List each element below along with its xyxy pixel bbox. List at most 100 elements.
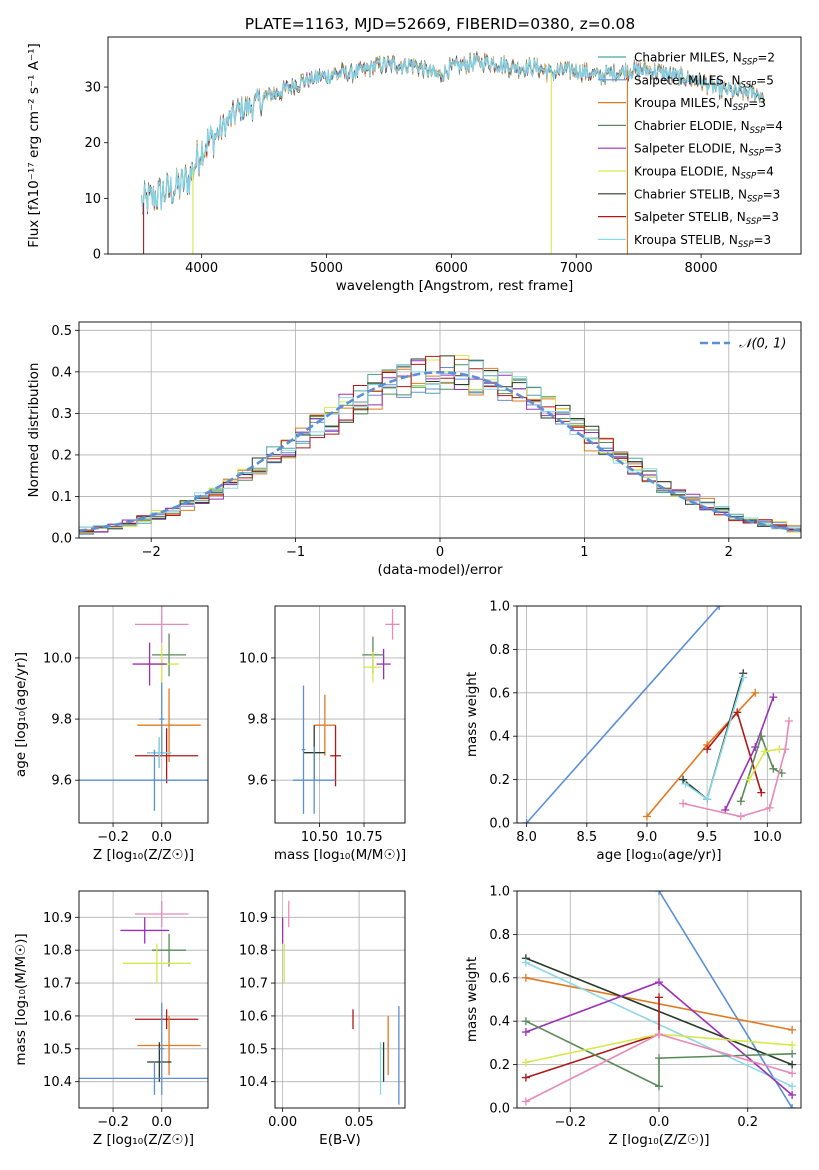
- x-tick-label: 0.2: [737, 1115, 758, 1130]
- axes-frame: [274, 890, 406, 1109]
- axes: 0.00 0.05 10.4 10.5 10.6 10.7 10.8 10.9 E(B-V): [239, 890, 406, 1148]
- x-tick-label: 8.0: [516, 830, 537, 845]
- y-axis-label: mass weight: [464, 672, 480, 757]
- x-tick-label: 5000: [310, 261, 343, 276]
- weight-marker: [703, 795, 712, 804]
- axes: 8.0 8.5 9.0 9.5 10.0 0.0 0.2 0.4 0.6 0.8 1.0 age [l…: [464, 600, 802, 863]
- panel-age-vs-Z: −0.2 0.0 9.6 9.8 10.0 Z [log₁₀(Z/Z☉)] age [log…: [13, 605, 209, 863]
- weight-marker: [655, 993, 663, 1002]
- axes-frame: [107, 36, 802, 255]
- y-axis-label: Flux [fλ10⁻¹⁷ erg cm⁻² s⁻¹ A⁻¹]: [26, 43, 42, 248]
- errorbar-point: [152, 633, 187, 677]
- plot-area: [79, 606, 208, 811]
- errorbar-point: [137, 1015, 201, 1076]
- weight-line: [658, 891, 793, 1108]
- x-tick-label: −0.2: [97, 1115, 129, 1130]
- plot-area: [292, 609, 400, 814]
- grid: [275, 606, 405, 823]
- legend-entry: 𝒩(0, 1): [739, 337, 786, 352]
- y-tick-label: 10.0: [239, 651, 268, 666]
- plot-area: [522, 606, 793, 823]
- y-tick-label: 0.5: [51, 324, 72, 339]
- plot-area: [141, 51, 764, 254]
- panel-massweight-vs-age: 8.0 8.5 9.0 9.5 10.0 0.0 0.2 0.4 0.6 0.8 1.0 age [l…: [464, 600, 802, 863]
- y-tick-label: 30: [84, 81, 101, 96]
- spectrum-line-kroupa-stelib: [141, 54, 764, 212]
- panel-mass-vs-Z: −0.2 0.0 10.4 10.5 10.6 10.7 10.8 10.9 Z [log₁₀(…: [13, 890, 209, 1148]
- y-tick-label: 10.5: [43, 1042, 72, 1057]
- panel-spectrum: 4000 5000 6000 7000 8000 0 10 20 30 wavelength [A…: [26, 36, 802, 294]
- plot-area: [521, 891, 797, 1108]
- y-tick-label: 0.6: [489, 686, 510, 701]
- weight-marker: [769, 693, 778, 702]
- y-tick-label: 9.6: [247, 774, 268, 789]
- y-tick-label: 0.4: [489, 1015, 510, 1030]
- weight-line: [685, 677, 744, 801]
- y-tick-label: 0.6: [489, 971, 510, 986]
- errorbar-point: [292, 746, 336, 814]
- axes-frame: [516, 605, 802, 824]
- y-tick-label: 10.9: [43, 911, 72, 926]
- weight-marker: [765, 803, 774, 812]
- y-tick-label: 10.7: [43, 977, 72, 992]
- weight-marker: [788, 1041, 797, 1050]
- weight-line: [525, 997, 660, 1079]
- legend-entry: Salpeter STELIB, NSSP=3: [634, 210, 779, 227]
- y-tick-label: 10: [84, 192, 101, 207]
- weight-marker: [655, 891, 663, 895]
- errorbar-point: [364, 651, 382, 683]
- x-tick-label: 0.00: [268, 1115, 297, 1130]
- grid: [79, 891, 208, 1108]
- errorbar-point: [385, 609, 400, 640]
- weight-marker: [736, 797, 745, 806]
- panel-age-vs-mass: 10.50 10.75 9.6 9.8 10.0 mass [log₁₀(M/M☉)]: [239, 605, 406, 863]
- y-tick-label: 10.0: [43, 651, 72, 666]
- y-tick-label: 0.8: [489, 643, 510, 658]
- y-axis-label: mass [log₁₀(M/M☉)]: [13, 933, 29, 1065]
- weight-marker: [679, 799, 688, 808]
- axes-frame: [78, 321, 802, 539]
- y-axis-label: Normed distribution: [26, 363, 42, 498]
- y-tick-label: 10.5: [239, 1042, 268, 1057]
- errorbar-point: [301, 685, 306, 814]
- x-axis-label: (data-model)/error: [377, 562, 503, 578]
- weight-marker: [655, 1082, 663, 1091]
- x-tick-label: −0.2: [554, 1115, 586, 1130]
- errorbar-point: [79, 1061, 208, 1095]
- x-tick-label: 10.0: [753, 830, 782, 845]
- weight-marker: [642, 812, 651, 821]
- x-tick-label: 4000: [185, 261, 218, 276]
- axes: −0.2 0.0 10.4 10.5 10.6 10.7 10.8 10.9 Z [log₁₀(…: [13, 890, 209, 1148]
- legend-entry: Salpeter MILES, NSSP=5: [634, 73, 774, 90]
- plot-area: [79, 355, 801, 535]
- histogram-kroupa-stelib: [79, 360, 801, 529]
- panel-mass-vs-ebv: 0.00 0.05 10.4 10.5 10.6 10.7 10.8 10.9 E(B-V): [239, 890, 406, 1148]
- weight-marker: [769, 764, 778, 773]
- x-tick-label: 0.05: [345, 1115, 374, 1130]
- legend: Chabrier MILES, NSSP=2 Salpeter MILES, NS…: [598, 51, 783, 250]
- y-tick-label: 0.3: [51, 407, 72, 422]
- errorbar-point: [134, 1009, 199, 1030]
- x-tick-label: 0: [436, 545, 444, 560]
- axes: 4000 5000 6000 7000 8000 0 10 20 30 wavelength [A…: [26, 36, 802, 294]
- weight-marker: [788, 1090, 797, 1099]
- weight-marker: [521, 1017, 530, 1026]
- axes-frame: [78, 605, 209, 824]
- errorbar-point: [120, 917, 170, 944]
- y-tick-label: 0.8: [489, 928, 510, 943]
- normal-curve: [79, 371, 801, 532]
- errorbar-point: [134, 900, 189, 928]
- axes: −0.2 0.0 0.2 0.0 0.2 0.4 0.6 0.8 1.0 Z [log₁₀(Z/Z…: [464, 885, 802, 1148]
- weight-marker: [655, 978, 663, 987]
- y-tick-label: 0.0: [489, 1102, 510, 1117]
- weight-marker: [784, 717, 793, 726]
- x-tick-label: −2: [142, 545, 161, 560]
- x-tick-label: −0.2: [97, 830, 129, 845]
- x-tick-label: 10.50: [301, 830, 338, 845]
- y-tick-label: 9.6: [51, 774, 72, 789]
- y-tick-label: 0.2: [489, 1058, 510, 1073]
- weight-marker: [681, 779, 690, 788]
- grid: [79, 606, 208, 823]
- panel-massweight-vs-Z: −0.2 0.0 0.2 0.0 0.2 0.4 0.6 0.8 1.0 Z [log₁₀(Z/Z…: [464, 885, 802, 1148]
